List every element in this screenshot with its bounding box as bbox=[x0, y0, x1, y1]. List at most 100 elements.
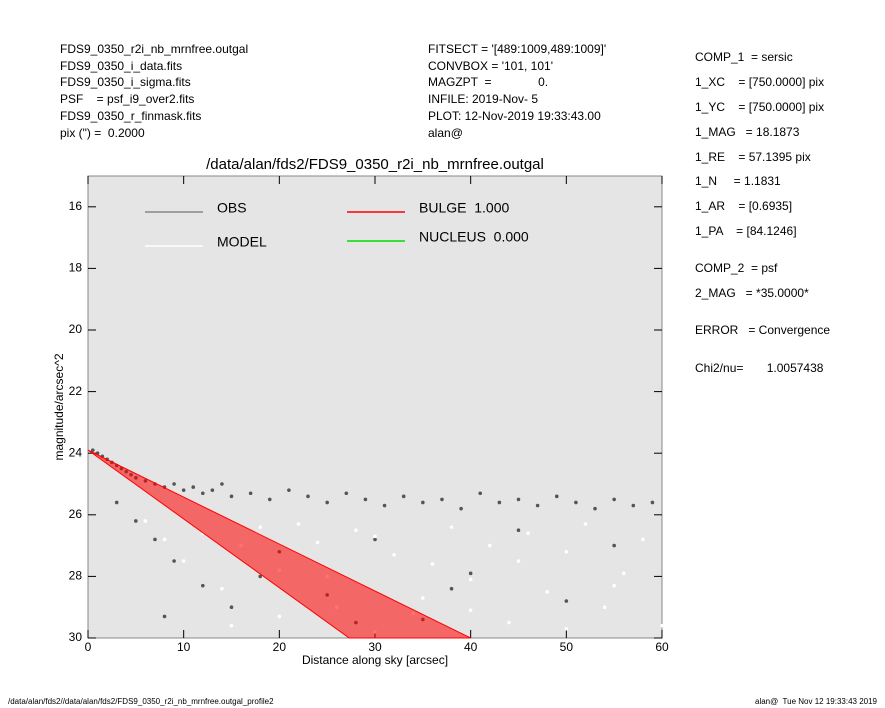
data-point bbox=[583, 522, 588, 526]
data-point bbox=[114, 500, 119, 505]
data-point bbox=[574, 500, 578, 505]
data-point bbox=[545, 590, 549, 594]
header-line: 1_N = 1.1831 bbox=[695, 174, 781, 188]
data-point bbox=[535, 503, 540, 508]
data-point bbox=[660, 623, 664, 628]
data-point bbox=[153, 537, 157, 542]
header-line: FDS9_0350_i_data.fits bbox=[60, 58, 183, 73]
data-point bbox=[612, 497, 616, 502]
data-point bbox=[593, 506, 597, 511]
header-line: 1_YC = [750.0000] pix bbox=[695, 100, 825, 114]
data-point bbox=[612, 543, 616, 548]
x-axis-label: Distance along sky [arcsec] bbox=[302, 653, 448, 667]
x-tick-label: 10 bbox=[177, 640, 191, 654]
data-point bbox=[488, 543, 492, 548]
data-point bbox=[143, 519, 148, 523]
data-point bbox=[554, 494, 559, 499]
data-point bbox=[210, 488, 215, 492]
header-line: FDS9_0350_r_finmask.fits bbox=[60, 108, 202, 123]
footer-right: alan@ Tue Nov 12 19:33:43 2019 bbox=[755, 697, 877, 706]
data-point bbox=[631, 503, 636, 508]
data-point bbox=[478, 491, 483, 496]
data-point bbox=[296, 522, 301, 526]
header-line: FITSECT = '[489:1009,489:1009]' bbox=[428, 42, 607, 56]
y-tick-label: 20 bbox=[69, 322, 83, 336]
data-point bbox=[440, 497, 444, 502]
data-point bbox=[401, 494, 406, 499]
data-point bbox=[449, 586, 454, 591]
data-point bbox=[363, 497, 368, 502]
data-point bbox=[421, 596, 425, 600]
y-tick-label: 26 bbox=[69, 507, 83, 521]
data-point bbox=[526, 531, 530, 536]
data-point bbox=[373, 537, 377, 542]
header-line: 1_MAG = 18.1873 bbox=[695, 125, 800, 139]
data-point bbox=[392, 553, 396, 557]
x-tick-label: 30 bbox=[368, 640, 382, 654]
legend-label: NUCLEUS 0.000 bbox=[419, 229, 529, 245]
header-line: 1_XC = [750.0000] pix bbox=[695, 75, 825, 89]
data-point bbox=[621, 571, 626, 576]
data-point bbox=[287, 488, 291, 492]
x-tick-label: 20 bbox=[273, 640, 287, 654]
data-point bbox=[516, 528, 521, 532]
data-point bbox=[172, 559, 176, 563]
header-line: Chi2/nu= 1.0057438 bbox=[695, 361, 824, 375]
data-point bbox=[258, 525, 263, 529]
data-point bbox=[516, 497, 521, 502]
header-line: FDS9_0350_r2i_nb_mrnfree.outgal bbox=[60, 42, 249, 56]
y-tick-label: 18 bbox=[69, 261, 83, 275]
data-point bbox=[220, 482, 224, 486]
data-point bbox=[315, 540, 320, 545]
data-point bbox=[612, 583, 616, 588]
x-tick-label: 60 bbox=[655, 640, 669, 654]
data-point bbox=[468, 577, 473, 582]
data-point bbox=[229, 605, 234, 609]
data-point bbox=[564, 599, 569, 603]
header-line: PLOT: 12-Nov-2019 19:33:43.00 bbox=[428, 108, 601, 123]
data-point bbox=[220, 586, 224, 591]
data-point bbox=[325, 500, 329, 505]
data-point bbox=[459, 506, 463, 511]
chart-title: /data/alan/fds2/FDS9_0350_r2i_nb_mrnfree… bbox=[206, 156, 544, 173]
data-point bbox=[449, 525, 454, 529]
footer-left: /data/alan/fds2//data/alan/fds2/FDS9_035… bbox=[8, 697, 274, 706]
data-point bbox=[258, 574, 263, 579]
header-line: 2_MAG = *35.0000* bbox=[695, 286, 809, 300]
header-line: 1_RE = 57.1395 pix bbox=[695, 150, 811, 164]
y-tick-label: 30 bbox=[69, 630, 83, 644]
data-point bbox=[468, 571, 473, 576]
data-point bbox=[191, 485, 196, 489]
header-line: MAGZPT = 0. bbox=[428, 75, 549, 90]
legend-label: MODEL bbox=[217, 234, 267, 250]
header-line: COMP_2 = psf bbox=[695, 261, 778, 275]
data-point bbox=[248, 491, 253, 496]
data-point bbox=[181, 488, 186, 492]
data-point bbox=[564, 549, 569, 554]
data-point bbox=[382, 503, 387, 508]
data-point bbox=[172, 482, 176, 486]
y-tick-label: 28 bbox=[69, 569, 83, 583]
data-point bbox=[641, 537, 645, 542]
y-tick-label: 24 bbox=[69, 445, 83, 459]
header-line: COMP_1 = sersic bbox=[695, 50, 793, 64]
bulge-profile bbox=[87, 449, 471, 639]
data-point bbox=[507, 620, 511, 625]
data-point bbox=[181, 559, 186, 563]
data-point bbox=[650, 500, 655, 505]
data-point bbox=[373, 534, 377, 539]
header-line: 1_PA = [84.1246] bbox=[695, 224, 797, 238]
data-point bbox=[468, 608, 473, 613]
data-point bbox=[516, 559, 521, 563]
header-line: alan@ bbox=[428, 125, 463, 140]
data-point bbox=[162, 614, 167, 619]
x-tick-label: 40 bbox=[464, 640, 478, 654]
data-point bbox=[267, 497, 272, 502]
header-line: ERROR = Convergence bbox=[695, 323, 831, 337]
header-line: pix (") = 0.2000 bbox=[60, 125, 145, 140]
header-line: 1_AR = [0.6935] bbox=[695, 199, 793, 213]
data-point bbox=[162, 537, 167, 542]
data-point bbox=[134, 519, 138, 523]
y-tick-label: 22 bbox=[69, 384, 83, 398]
